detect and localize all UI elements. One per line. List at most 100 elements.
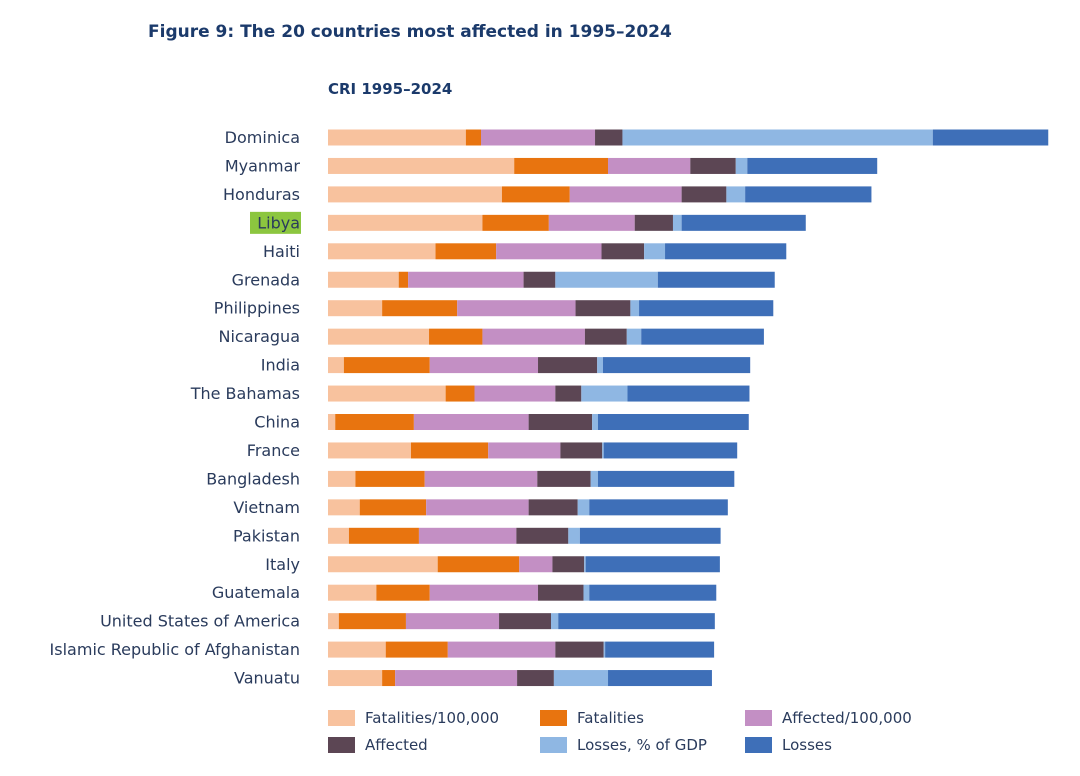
bar-pakistan-fatalities-100-000 xyxy=(328,527,349,544)
bar-haiti-affected xyxy=(601,243,645,260)
category-label-philippines: Philippines xyxy=(214,299,300,318)
bar-myanmar-affected xyxy=(690,157,736,174)
bar-myanmar-fatalities-100-000 xyxy=(328,157,515,174)
bar-vanuatu-losses-of-gdp xyxy=(553,670,609,687)
category-label-islamic-republic-of-afghanistan: Islamic Republic of Afghanistan xyxy=(50,640,300,659)
legend-swatch-losses xyxy=(745,737,772,753)
bar-italy-fatalities-100-000 xyxy=(328,556,438,573)
bar-honduras-losses xyxy=(745,186,872,203)
bar-vietnam-fatalities-100-000 xyxy=(328,499,360,516)
bar-the-bahamas-affected xyxy=(555,385,582,402)
bar-honduras-affected xyxy=(681,186,727,203)
category-label-india: India xyxy=(261,356,300,375)
bar-vanuatu-affected xyxy=(517,670,554,687)
category-label-pakistan: Pakistan xyxy=(233,526,300,545)
bar-haiti-affected-100-000 xyxy=(496,243,602,260)
bar-india-losses xyxy=(602,357,751,374)
bar-italy-fatalities xyxy=(437,556,520,573)
bar-grenada-affected xyxy=(523,271,556,288)
bar-bangladesh-fatalities-100-000 xyxy=(328,470,356,487)
category-label-italy: Italy xyxy=(265,555,300,574)
bar-libya-fatalities xyxy=(482,214,549,231)
bar-china-affected-100-000 xyxy=(413,414,529,430)
bar-italy-losses-of-gdp xyxy=(584,556,586,573)
category-label-france: France xyxy=(247,441,300,460)
legend-swatch-fatalities xyxy=(540,710,567,726)
bar-libya-affected xyxy=(634,214,673,231)
bar-france-fatalities-100-000 xyxy=(328,442,411,459)
category-label-myanmar: Myanmar xyxy=(225,156,301,175)
bar-libya-fatalities-100-000 xyxy=(328,214,483,231)
category-label-united-states-of-america: United States of America xyxy=(100,612,300,631)
bar-italy-affected xyxy=(552,556,585,573)
bar-series xyxy=(328,129,1049,687)
bar-philippines-affected-100-000 xyxy=(457,300,576,317)
bar-united-states-of-america-losses-of-gdp xyxy=(551,613,559,630)
bar-india-affected-100-000 xyxy=(429,357,539,374)
bar-dominica-affected-100-000 xyxy=(481,129,596,146)
bar-vietnam-fatalities xyxy=(359,499,427,516)
category-label-vietnam: Vietnam xyxy=(233,498,300,517)
bar-grenada-losses-of-gdp xyxy=(555,271,658,288)
bar-libya-affected-100-000 xyxy=(548,214,635,231)
bar-united-states-of-america-losses xyxy=(558,613,715,630)
bar-grenada-fatalities-100-000 xyxy=(328,271,399,288)
bar-guatemala-fatalities xyxy=(376,584,430,601)
bar-honduras-fatalities xyxy=(501,186,570,203)
bar-islamic-republic-of-afghanistan-fatalities-100-000 xyxy=(328,641,386,658)
bar-grenada-losses xyxy=(657,271,775,288)
bar-libya-losses xyxy=(681,214,806,231)
legend-swatch-losses-of-gdp xyxy=(540,737,567,753)
bar-italy-affected-100-000 xyxy=(519,556,553,573)
bar-vietnam-affected xyxy=(528,499,578,516)
bar-india-fatalities xyxy=(343,357,430,374)
bar-nicaragua-fatalities xyxy=(429,328,483,345)
category-label-the-bahamas: The Bahamas xyxy=(190,384,300,403)
bar-islamic-republic-of-afghanistan-affected xyxy=(555,641,604,658)
bar-dominica-affected xyxy=(595,129,623,146)
bar-china-losses-of-gdp xyxy=(592,414,598,430)
bar-guatemala-fatalities-100-000 xyxy=(328,584,377,601)
bar-nicaragua-losses-of-gdp xyxy=(626,328,642,345)
legend-label-affected: Affected xyxy=(365,736,428,754)
bar-dominica-losses-of-gdp xyxy=(622,129,933,146)
bar-guatemala-affected-100-000 xyxy=(429,584,539,601)
category-label-libya: Libya xyxy=(257,213,300,232)
bar-libya-losses-of-gdp xyxy=(672,214,682,231)
bar-pakistan-affected xyxy=(516,527,569,544)
bar-dominica-losses xyxy=(932,129,1049,146)
bar-grenada-affected-100-000 xyxy=(408,271,524,288)
bar-myanmar-fatalities xyxy=(514,157,609,174)
legend: Fatalities/100,000 Fatalities Affected/100… xyxy=(328,709,912,754)
bar-haiti-fatalities xyxy=(435,243,497,260)
bar-france-losses xyxy=(603,442,738,459)
figure-title: Figure 9: The 20 countries most affected… xyxy=(148,22,672,42)
bar-nicaragua-fatalities-100-000 xyxy=(328,328,430,345)
bar-united-states-of-america-affected-100-000 xyxy=(405,613,500,630)
bar-united-states-of-america-fatalities xyxy=(338,613,406,630)
bar-france-affected-100-000 xyxy=(488,442,561,459)
bar-haiti-fatalities-100-000 xyxy=(328,243,436,260)
legend-label-losses: Losses xyxy=(782,736,832,754)
bar-india-fatalities-100-000 xyxy=(328,357,344,374)
bar-france-fatalities xyxy=(410,442,489,459)
highlight-marker xyxy=(250,211,301,234)
bar-the-bahamas-losses-of-gdp xyxy=(581,385,628,402)
bar-italy-losses xyxy=(585,556,720,573)
legend-label-fatalities-100-000: Fatalities/100,000 xyxy=(365,709,499,727)
bar-india-affected xyxy=(538,357,598,374)
bar-india-losses-of-gdp xyxy=(597,357,603,374)
bar-the-bahamas-affected-100-000 xyxy=(474,385,556,402)
legend-label-affected-100-000: Affected/100,000 xyxy=(782,709,912,727)
bar-haiti-losses xyxy=(665,243,787,260)
bar-honduras-fatalities-100-000 xyxy=(328,186,502,203)
category-label-china: China xyxy=(254,413,300,432)
bar-pakistan-losses xyxy=(579,527,721,544)
bar-bangladesh-affected xyxy=(537,470,591,487)
bar-bangladesh-fatalities xyxy=(355,470,425,487)
bar-guatemala-losses-of-gdp xyxy=(583,584,590,601)
bar-nicaragua-losses xyxy=(641,328,764,345)
bar-france-losses-of-gdp xyxy=(602,442,604,459)
category-label-grenada: Grenada xyxy=(232,270,300,289)
bar-myanmar-affected-100-000 xyxy=(608,157,691,174)
